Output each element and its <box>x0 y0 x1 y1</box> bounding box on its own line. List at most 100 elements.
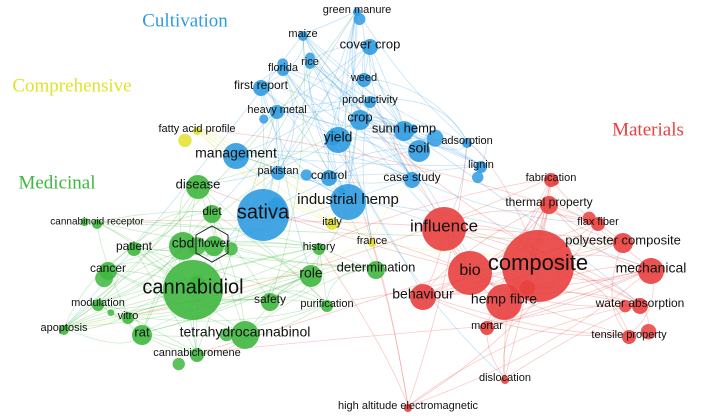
node-label: diet <box>202 204 222 218</box>
node-label: industrial hemp <box>297 191 399 208</box>
node <box>193 127 201 135</box>
edge <box>403 128 641 305</box>
edge <box>277 9 358 172</box>
node <box>408 140 430 162</box>
edge <box>196 128 373 242</box>
node-label: control <box>311 168 347 182</box>
edge <box>196 128 333 223</box>
edge <box>337 9 358 139</box>
node <box>325 127 351 153</box>
edge <box>277 44 371 172</box>
edge <box>302 33 349 201</box>
node-label: determination <box>337 259 416 274</box>
node <box>362 39 378 55</box>
minor-node <box>300 169 313 181</box>
highlight-hexagon <box>195 225 229 263</box>
node <box>169 232 197 260</box>
node <box>364 96 376 108</box>
edge <box>133 210 213 248</box>
edge <box>196 128 333 223</box>
node <box>622 330 636 344</box>
node <box>163 260 223 320</box>
edge <box>277 67 295 172</box>
node <box>502 230 574 302</box>
minor-node <box>640 323 657 340</box>
node <box>350 110 370 130</box>
node <box>204 236 224 256</box>
edge <box>141 211 213 334</box>
node-label: high altitude electromagnetic <box>338 400 479 412</box>
node-label: sativa <box>237 201 290 223</box>
node <box>223 143 249 169</box>
edge <box>328 148 420 177</box>
node <box>501 376 509 384</box>
node <box>394 121 414 141</box>
edge <box>486 268 652 327</box>
node <box>462 138 472 148</box>
edge <box>196 128 333 223</box>
node-label: rice <box>301 56 319 68</box>
edge <box>196 109 278 354</box>
edge <box>211 211 328 305</box>
node-label: water absorption <box>595 296 685 310</box>
node-label: flax fiber <box>577 216 619 228</box>
node-label: yield <box>324 129 353 145</box>
minor-node <box>619 299 632 313</box>
node <box>410 284 436 310</box>
cluster-label: Medicinal <box>18 172 95 193</box>
node-label: case study <box>383 170 440 184</box>
edge <box>63 299 271 329</box>
minor-node <box>80 217 89 227</box>
edge <box>63 246 135 329</box>
node-label: safety <box>254 292 286 306</box>
node <box>448 251 492 295</box>
edge <box>260 85 420 150</box>
edge <box>359 117 482 166</box>
edge <box>269 33 305 301</box>
node-label: mechanical <box>616 260 687 276</box>
node <box>231 321 259 349</box>
node-label: first report <box>234 78 289 92</box>
node <box>300 265 322 287</box>
node-label: cancer <box>90 261 126 275</box>
edge <box>276 109 413 179</box>
node-label: thermal property <box>505 195 592 209</box>
edge <box>141 273 312 334</box>
node-label: cannabidiol <box>142 276 243 298</box>
node <box>59 325 69 335</box>
edge <box>369 98 468 142</box>
edge <box>411 177 599 223</box>
node <box>203 205 221 223</box>
edge <box>133 246 198 354</box>
edge <box>211 211 271 301</box>
minor-node <box>426 129 444 147</box>
edge <box>269 246 320 301</box>
edge <box>244 267 377 334</box>
edge <box>63 184 199 329</box>
edge <box>282 67 377 269</box>
node <box>99 262 117 280</box>
node <box>253 80 269 96</box>
minor-node <box>107 309 115 317</box>
node-label: italy <box>322 216 342 228</box>
edge <box>422 202 550 296</box>
node-label: weed <box>350 72 377 84</box>
node <box>271 166 285 180</box>
edge <box>302 33 445 228</box>
node-label: rat <box>134 324 150 339</box>
edge <box>328 164 482 177</box>
edge <box>318 246 409 407</box>
edge <box>276 109 312 275</box>
node-label: management <box>195 145 277 161</box>
node <box>92 219 102 229</box>
nodes <box>59 8 664 412</box>
edge <box>269 264 377 301</box>
edge <box>269 266 377 301</box>
edge <box>331 215 373 242</box>
node-label: flower <box>198 236 230 250</box>
node <box>368 239 376 247</box>
edge <box>282 67 482 166</box>
edge <box>309 61 405 130</box>
minor-node <box>178 133 192 148</box>
node <box>237 189 289 241</box>
